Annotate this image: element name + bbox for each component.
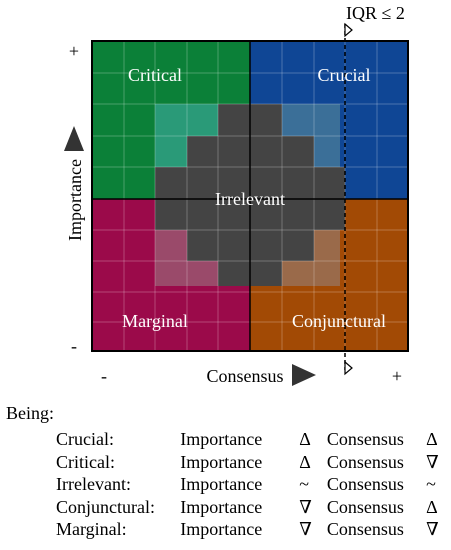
consensus-arrow-icon xyxy=(292,364,316,386)
legend-category-name: Crucial: xyxy=(56,429,114,449)
legend-importance-symbol: Δ xyxy=(299,451,311,472)
y-axis-minus: - xyxy=(71,336,77,356)
legend-row: Irrelevant: Importance ~ Consensus ~ xyxy=(56,473,446,496)
legend-row: Marginal: Importance ∇ Consensus ∇ xyxy=(56,518,446,541)
legend-importance-symbol: ∇ xyxy=(299,519,312,539)
critical-label: Critical xyxy=(128,65,182,85)
irrelevant-label: Irrelevant xyxy=(215,189,285,209)
legend-importance-symbol: ~ xyxy=(299,474,309,494)
legend-importance-label: Importance xyxy=(180,451,263,472)
legend-category-name: Conjunctural: xyxy=(56,496,155,517)
legend-heading: Being: xyxy=(6,403,54,423)
legend-row: Conjunctural: Importance ∇ Consensus Δ xyxy=(56,496,446,519)
legend-row: Crucial: Importance Δ Consensus Δ xyxy=(56,428,446,451)
legend-consensus-label: Consensus xyxy=(326,474,404,494)
legend: Being: Crucial: Importance Δ Consensus Δ Crit… xyxy=(6,402,446,541)
legend-importance-label: Importance xyxy=(180,519,263,539)
importance-arrow-icon xyxy=(64,126,84,151)
legend-consensus-symbol: ∇ xyxy=(426,519,439,539)
legend-category-name: Marginal: xyxy=(56,519,127,539)
legend-importance-label: Importance xyxy=(180,496,263,517)
x-axis-plus: + xyxy=(392,366,402,386)
blend-zones xyxy=(155,104,340,286)
legend-consensus-symbol: Δ xyxy=(426,429,438,449)
legend-consensus-symbol: ~ xyxy=(426,474,436,494)
legend-importance-label: Importance xyxy=(180,474,263,494)
legend-consensus-symbol: ∇ xyxy=(426,451,439,472)
legend-importance-label: Importance xyxy=(180,429,263,449)
legend-consensus-label: Consensus xyxy=(326,496,404,517)
quadrant-diagram: IQR ≤ 2 Critical Crucial Irrelevant Marg… xyxy=(64,3,409,386)
legend-row: Critical: Importance Δ Consensus ∇ xyxy=(56,451,446,474)
legend-importance-symbol: Δ xyxy=(299,429,311,449)
y-axis-plus: + xyxy=(69,41,79,61)
legend-consensus-label: Consensus xyxy=(326,429,404,449)
legend-consensus-symbol: Δ xyxy=(426,496,438,517)
legend-table: Crucial: Importance Δ Consensus Δ Critical: Im… xyxy=(56,428,446,541)
crucial-label: Crucial xyxy=(318,65,371,85)
iqr-arrow-bottom-icon xyxy=(344,360,353,376)
legend-consensus-label: Consensus xyxy=(326,519,404,539)
legend-category-name: Irrelevant: xyxy=(56,474,131,494)
iqr-arrow-top-icon xyxy=(344,22,353,38)
x-axis-minus: - xyxy=(101,366,107,386)
x-axis-label: Consensus xyxy=(206,366,283,386)
iqr-threshold-label: IQR ≤ 2 xyxy=(346,3,405,23)
legend-importance-symbol: ∇ xyxy=(299,496,312,517)
conjunctural-label: Conjunctural xyxy=(292,311,386,331)
y-axis-label: Importance xyxy=(65,159,85,241)
legend-consensus-label: Consensus xyxy=(326,451,404,472)
marginal-label: Marginal xyxy=(122,311,188,331)
diagram-border xyxy=(91,40,409,352)
legend-category-name: Critical: xyxy=(56,451,115,472)
